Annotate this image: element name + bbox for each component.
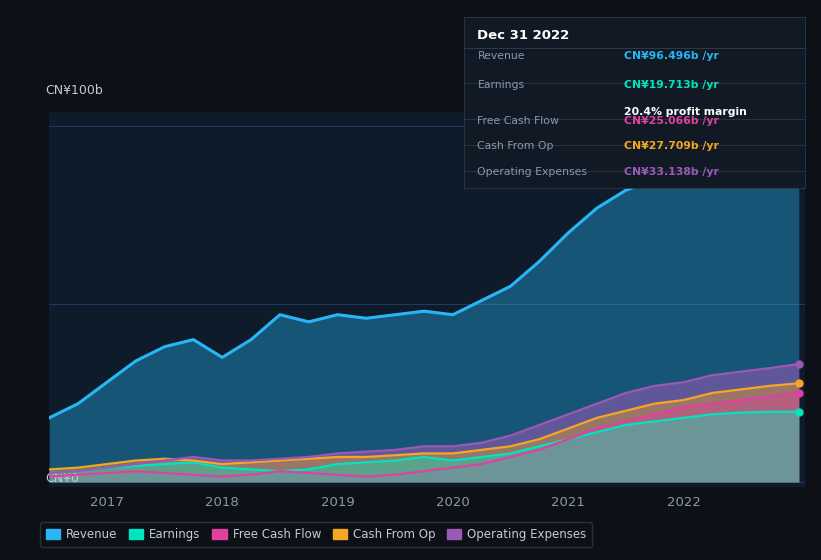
Text: Cash From Op: Cash From Op [478,142,554,152]
Text: Dec 31 2022: Dec 31 2022 [478,29,570,42]
Text: Free Cash Flow: Free Cash Flow [478,116,559,126]
Text: Revenue: Revenue [478,51,525,61]
Text: CN¥0: CN¥0 [45,472,80,486]
Text: Operating Expenses: Operating Expenses [478,167,588,177]
Text: CN¥27.709b /yr: CN¥27.709b /yr [624,142,719,152]
Text: CN¥19.713b /yr: CN¥19.713b /yr [624,80,718,90]
Text: Earnings: Earnings [478,80,525,90]
Text: CN¥96.496b /yr: CN¥96.496b /yr [624,51,719,61]
Text: 20.4% profit margin: 20.4% profit margin [624,108,747,118]
Legend: Revenue, Earnings, Free Cash Flow, Cash From Op, Operating Expenses: Revenue, Earnings, Free Cash Flow, Cash … [40,522,592,547]
Text: CN¥25.066b /yr: CN¥25.066b /yr [624,116,719,126]
Text: CN¥100b: CN¥100b [45,84,103,97]
Text: CN¥33.138b /yr: CN¥33.138b /yr [624,167,719,177]
